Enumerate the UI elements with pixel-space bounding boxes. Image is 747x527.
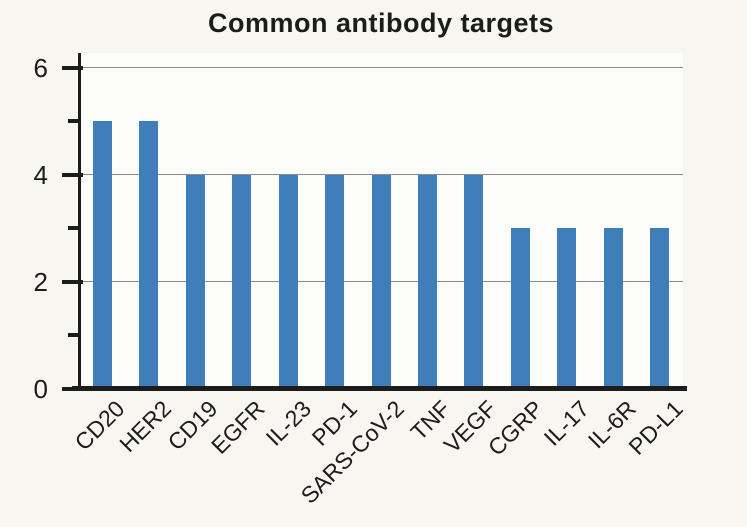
gridline-y6 xyxy=(79,66,683,69)
y-tick-major-0 xyxy=(62,386,83,391)
y-tick-label-4: 4 xyxy=(33,159,48,190)
bar-CD20 xyxy=(92,121,112,389)
bar-TNF xyxy=(417,174,437,389)
y-tick-major-6 xyxy=(62,65,83,70)
y-tick-label-2: 2 xyxy=(33,266,48,297)
bar-PD-1 xyxy=(325,174,345,389)
y-tick-major-2 xyxy=(62,279,83,284)
bar-PD-L1 xyxy=(650,228,670,389)
bar-CD19 xyxy=(185,174,205,389)
y-tick-minor-5 xyxy=(68,119,79,123)
x-tick-label-HER2: HER2 xyxy=(114,395,177,458)
y-tick-major-4 xyxy=(62,172,83,177)
bar-IL-17 xyxy=(557,228,577,389)
y-tick-minor-1 xyxy=(68,333,79,337)
bar-CGRP xyxy=(510,228,530,389)
x-tick-label-EGFR: EGFR xyxy=(205,395,270,459)
bar-IL-23 xyxy=(278,174,298,389)
y-tick-minor-3 xyxy=(68,226,79,230)
y-tick-label-6: 6 xyxy=(33,52,48,83)
bar-IL-6R xyxy=(603,228,623,389)
bar-HER2 xyxy=(139,121,159,389)
bar-SARS-CoV-2 xyxy=(371,174,391,389)
bar-EGFR xyxy=(232,174,252,389)
y-tick-label-0: 0 xyxy=(33,373,48,404)
y-axis-line xyxy=(77,53,81,391)
bar-VEGF xyxy=(464,174,484,389)
x-axis-line xyxy=(72,386,687,391)
chart-title: Common antibody targets xyxy=(207,8,555,38)
x-tick-label-IL-23: IL-23 xyxy=(260,395,316,451)
x-tick-label-IL-17: IL-17 xyxy=(539,395,595,451)
